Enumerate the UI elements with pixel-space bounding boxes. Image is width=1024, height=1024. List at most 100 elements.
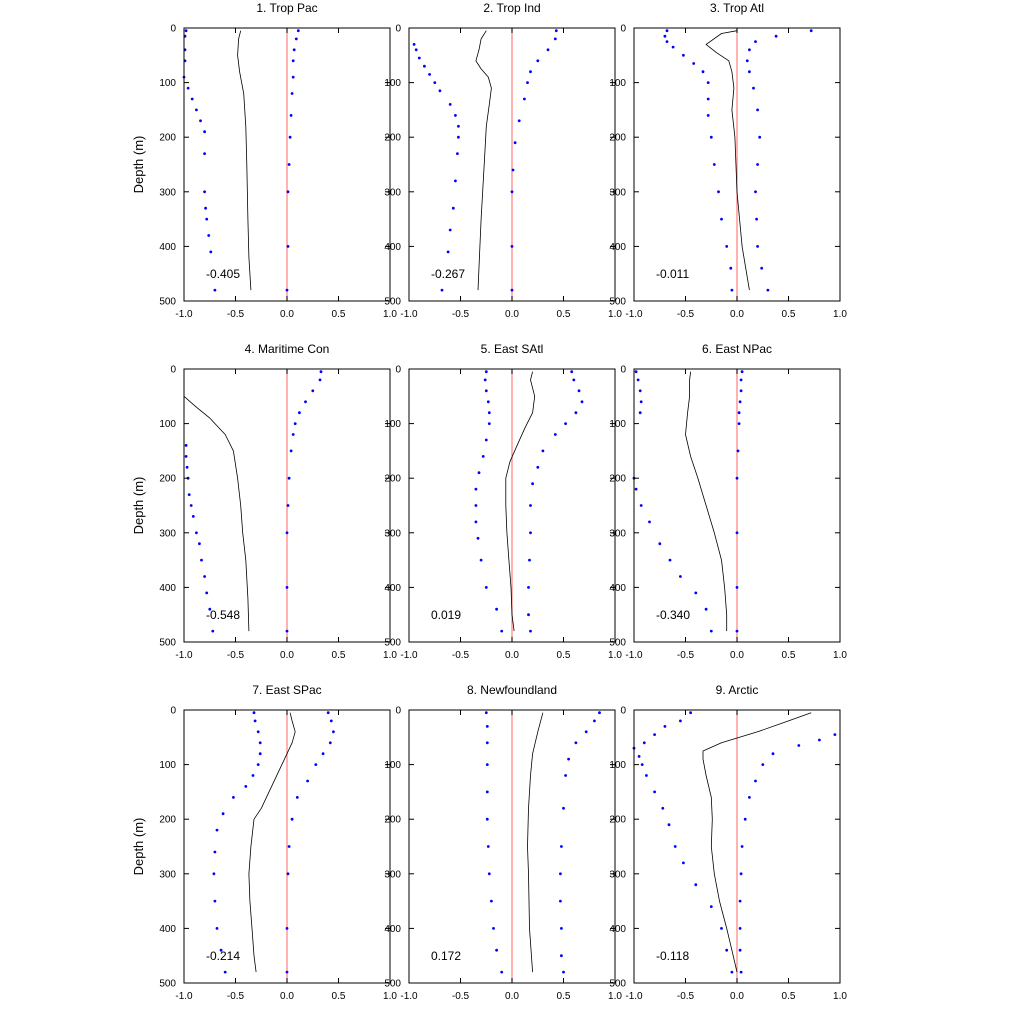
x-tick-label: -0.5	[227, 991, 245, 1002]
y-tick-label: 200	[384, 474, 401, 485]
lower-bound-point	[682, 861, 685, 865]
lower-bound-point	[440, 288, 444, 292]
lower-bound-point	[213, 288, 217, 292]
lower-bound-point	[484, 389, 488, 393]
lower-bound-point	[665, 40, 669, 43]
x-tick-label: -0.5	[677, 309, 695, 320]
x-tick-label: 0.0	[730, 309, 744, 320]
lower-bound-point	[221, 812, 225, 816]
lower-bound-point	[637, 755, 641, 758]
x-tick-label: -0.5	[677, 650, 695, 661]
lower-bound-point	[476, 536, 480, 540]
lower-bound-point	[474, 504, 478, 507]
lower-bound-point	[423, 64, 426, 68]
upper-bound-point	[286, 504, 290, 507]
upper-bound-point	[755, 217, 758, 221]
lower-bound-point	[500, 970, 504, 974]
lower-bound-point	[663, 34, 667, 38]
correlation-label: 0.172	[431, 949, 461, 963]
lower-bound-point	[191, 515, 195, 518]
lower-bound-point	[211, 629, 215, 633]
lower-bound-point	[634, 370, 638, 374]
lower-bound-point	[477, 471, 481, 475]
x-tick-label: -1.0	[175, 309, 193, 320]
upper-bound-point	[735, 531, 739, 535]
lower-bound-point	[198, 542, 201, 546]
x-tick-label: 0.5	[782, 991, 796, 1002]
lower-bound-point	[184, 455, 188, 458]
upper-bound-point	[739, 970, 743, 974]
lower-bound-point	[640, 763, 644, 766]
upper-bound-point	[758, 135, 762, 139]
upper-bound-point	[531, 482, 534, 486]
lower-bound-point	[668, 558, 672, 562]
upper-bound-point	[285, 531, 289, 535]
lower-bound-point	[258, 752, 262, 756]
y-tick-label: 100	[159, 760, 176, 771]
lower-bound-point	[203, 575, 207, 578]
lower-bound-point	[712, 163, 716, 166]
upper-bound-point	[739, 872, 743, 876]
x-tick-label: -0.5	[677, 991, 695, 1002]
x-tick-label: 0.5	[782, 650, 796, 661]
lower-bound-point	[730, 288, 734, 292]
x-tick-label: -0.5	[452, 309, 470, 320]
mean-profile-line	[237, 30, 252, 291]
upper-bound-point	[289, 449, 293, 453]
upper-bound-point	[290, 817, 294, 821]
lower-bound-point	[438, 89, 442, 93]
y-tick-label: 200	[609, 133, 626, 144]
lower-bound-point	[446, 250, 450, 254]
y-tick-label: 400	[609, 242, 626, 253]
upper-bound-point	[321, 752, 325, 756]
y-tick-label: 500	[159, 297, 176, 308]
correlation-label: -0.548	[206, 608, 240, 622]
lower-bound-point	[184, 444, 188, 447]
x-tick-label: -0.5	[227, 650, 245, 661]
upper-bound-point	[740, 370, 744, 374]
y-tick-label: 400	[609, 924, 626, 935]
panel-title: 2. Trop Ind	[483, 1, 540, 15]
y-tick-label: 200	[609, 474, 626, 485]
lower-bound-point	[485, 725, 489, 728]
upper-bound-point	[833, 733, 837, 736]
lower-bound-point	[483, 378, 487, 382]
y-tick-label: 0	[170, 24, 176, 35]
upper-bound-point	[738, 927, 742, 930]
upper-bound-point	[580, 400, 584, 404]
upper-bound-point	[288, 135, 292, 139]
upper-bound-point	[735, 586, 739, 589]
y-tick-label: 500	[384, 297, 401, 308]
lower-bound-point	[725, 245, 729, 248]
upper-bound-point	[748, 48, 751, 52]
lower-bound-point	[729, 266, 733, 270]
panel-title: 5. East SAtl	[481, 342, 544, 356]
upper-bound-point	[529, 504, 532, 507]
y-tick-label: 100	[159, 419, 176, 430]
x-tick-label: 0.5	[782, 309, 796, 320]
upper-bound-point	[737, 422, 741, 425]
lower-bound-point	[486, 845, 490, 848]
x-tick-label: 0.5	[557, 309, 571, 320]
lower-bound-point	[451, 206, 455, 210]
upper-bound-point	[536, 465, 540, 469]
upper-bound-point	[562, 806, 565, 810]
upper-bound-point	[735, 476, 739, 480]
upper-bound-point	[287, 845, 291, 848]
lower-bound-point	[634, 487, 638, 491]
lower-bound-point	[679, 575, 682, 578]
upper-bound-point	[291, 433, 295, 436]
y-tick-label: 400	[384, 242, 401, 253]
lower-bound-point	[706, 97, 710, 101]
mean-profile-line	[705, 30, 750, 291]
y-tick-label: 500	[609, 979, 626, 990]
upper-bound-point	[319, 370, 323, 374]
lower-bound-point	[484, 711, 488, 715]
lower-bound-point	[448, 228, 452, 232]
lower-bound-point	[189, 504, 193, 507]
y-tick-label: 300	[159, 869, 176, 880]
upper-bound-point	[574, 411, 578, 415]
lower-bound-point	[457, 124, 460, 128]
upper-bound-point	[738, 899, 742, 903]
y-tick-label: 400	[384, 583, 401, 594]
